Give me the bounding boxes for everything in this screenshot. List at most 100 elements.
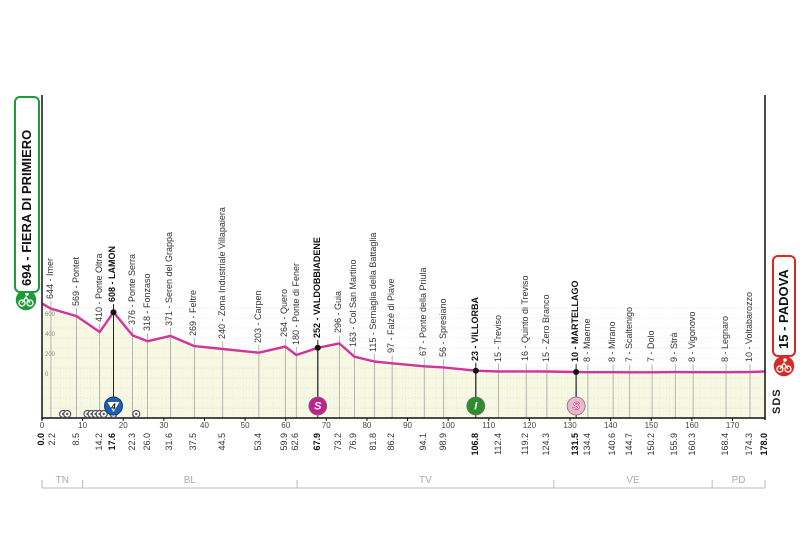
waypoint-label: 115 - Sernaglia della Battaglia: [368, 232, 379, 352]
region-label: PD: [731, 475, 746, 486]
x-tick-label: 100: [442, 421, 456, 430]
km-label: 26.0: [141, 433, 152, 451]
km-label: 81.8: [368, 433, 379, 451]
waypoint-label: 9 - Strà: [669, 332, 680, 363]
sds-logo: SDS: [771, 388, 783, 414]
bike-frame: [21, 295, 31, 304]
triangle-icon: [107, 402, 120, 412]
sprint-icon: [308, 396, 328, 416]
small-marker-dot: [65, 412, 69, 416]
x-tick-label: 120: [523, 421, 537, 430]
waypoint-label: 240 - Zona Industriale Villapaiera: [216, 207, 227, 339]
y-tick-label: 600: [45, 312, 56, 318]
x-tick-label: 130: [563, 421, 577, 430]
km-label: 174.3: [743, 433, 754, 456]
waypoint-dot: [573, 369, 580, 375]
km-label: 2.2: [47, 433, 57, 446]
waypoint-label: 203 - Carpen: [252, 290, 263, 343]
marker-label: S: [572, 401, 580, 413]
km-label: 73.2: [333, 433, 344, 451]
x-tick-label: 150: [645, 421, 659, 430]
km-label: 106.8: [469, 433, 480, 456]
x-tick-label: 70: [322, 421, 331, 430]
x-tick-label: 40: [200, 421, 209, 430]
km-label: 155.9: [669, 433, 680, 456]
km-label: 86.2: [386, 433, 397, 451]
km-label: 76.9: [348, 433, 359, 451]
waypoint-dot: [110, 309, 117, 316]
sprint-icon: [566, 396, 586, 416]
wheel: [18, 299, 26, 307]
waypoint-label: 23 - VILLORBA: [469, 296, 480, 361]
km-label: 144.7: [623, 433, 634, 456]
marker-label: I: [474, 401, 478, 413]
x-tick-label: 80: [362, 421, 371, 430]
small-marker-dot: [135, 412, 138, 416]
x-tick-label: 30: [159, 421, 168, 430]
km-label: 112.4: [492, 433, 503, 455]
km-label: 131.5: [570, 433, 581, 456]
km-label: 124.3: [540, 433, 551, 456]
waypoint-label: 97 - Falzè di Piave: [386, 278, 397, 354]
km-label: 119.2: [520, 433, 531, 455]
profile-line: [41, 302, 766, 374]
km-label: 168.4: [720, 433, 730, 456]
waypoint-label: 376 - Ponte Serra: [126, 254, 137, 326]
finish-bike-icon: [772, 354, 796, 378]
km-label: 62.6: [290, 433, 301, 451]
x-tick-label: 140: [604, 421, 618, 430]
region-label: BL: [183, 475, 196, 486]
start-badge: 694 - FIERA DI PRIMIERO: [14, 96, 40, 293]
x-tick-label: 10: [78, 421, 87, 430]
km-label: 150.2: [646, 433, 657, 456]
waypoint-label: 15 - Zero Branco: [540, 293, 551, 362]
marker-label: 4: [110, 403, 116, 412]
start-label: 694 - FIERA DI PRIMIERO: [19, 129, 34, 286]
waypoint-label: 269 - Feltre: [188, 290, 199, 337]
km-label: 160.3: [687, 433, 698, 456]
x-tick-label: 20: [119, 421, 128, 430]
waypoint-label: 410 - Ponte Oltra: [93, 253, 104, 322]
waypoint-label: 15 - Treviso: [492, 314, 503, 362]
km-label: 14.2: [93, 433, 104, 451]
waypoint-dot: [314, 344, 321, 351]
km-label: 8.5: [70, 433, 81, 446]
waypoint-label: 163 - Col San Martino: [348, 259, 359, 347]
rider-head: [783, 358, 787, 362]
waypoint-label: 8 - Vigonovo: [687, 311, 698, 363]
bike-frame: [779, 361, 789, 370]
finish-label: 15 - PADOVA: [776, 269, 791, 349]
x-tick-label: 50: [241, 421, 250, 430]
waypoint-label: 67 - Ponte della Priula: [418, 267, 429, 357]
waypoint-label: 644 - Imer: [44, 257, 55, 299]
km-label: 94.1: [418, 433, 429, 451]
km-label: 178.0: [759, 433, 769, 456]
y-tick-label: 400: [45, 332, 56, 338]
waypoint-label: 16 - Quinto di Treviso: [520, 275, 531, 362]
km-label: 140.6: [607, 433, 618, 456]
x-tick-label: 170: [726, 421, 740, 430]
wheel: [776, 365, 784, 373]
waypoint-label: 371 - Seren del Grappa: [164, 231, 175, 326]
waypoint-label: 608 - LAMON: [107, 246, 118, 303]
waypoint-label: 56 - Spresiano: [437, 298, 448, 358]
waypoint-label: 10 - Voltabarozzo: [743, 291, 754, 362]
waypoint-label: 8 - Legnaro: [720, 316, 730, 363]
km-label: 59.9: [279, 433, 290, 451]
waypoint-label: 264 - Quero: [279, 288, 290, 337]
region-label: VE: [626, 475, 640, 486]
rider-head: [25, 292, 29, 296]
km-label: 22.3: [126, 433, 137, 451]
waypoint-label: 569 - Pontet: [70, 257, 81, 307]
wheel: [784, 365, 792, 373]
wheel: [26, 299, 34, 307]
km-label: 67.9: [311, 433, 322, 451]
region-label: TV: [419, 475, 432, 486]
waypoint-label: 10 - MARTELLAGO: [570, 280, 581, 362]
km-label: 0.0: [36, 433, 46, 446]
intermediate-sprint-icon: [466, 396, 486, 416]
waypoint-label: 318 - Fonzaso: [141, 273, 152, 332]
km-label: 53.4: [252, 433, 263, 451]
waypoint-label: 8 - Mirano: [607, 321, 618, 363]
